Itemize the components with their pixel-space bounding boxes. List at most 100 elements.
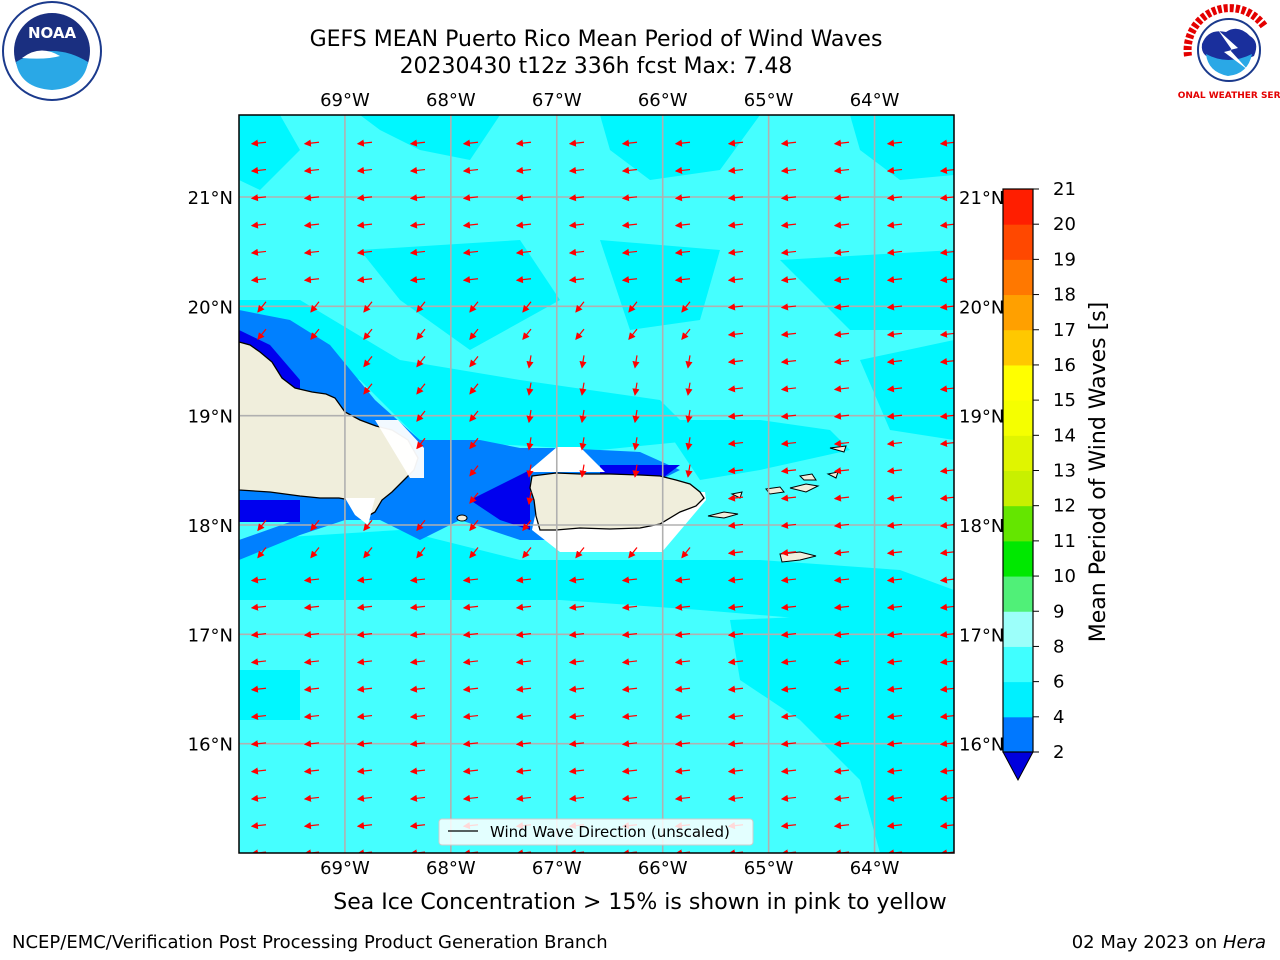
noaa-logo-icon: NOAA bbox=[2, 1, 102, 101]
lat-tick-label-left: 21°N bbox=[188, 188, 233, 209]
wave-direction-arrow bbox=[356, 712, 373, 720]
colorbar-swatch bbox=[1003, 646, 1033, 683]
wave-direction-arrow bbox=[522, 519, 532, 532]
colorbar-tick-label: 20 bbox=[1053, 214, 1076, 235]
wave-direction-arrow bbox=[681, 328, 691, 341]
wave-direction-arrow bbox=[409, 658, 426, 666]
wave-direction-arrow bbox=[462, 712, 479, 720]
lat-tick-label-right: 16°N bbox=[959, 735, 1004, 756]
wave-direction-arrow bbox=[939, 412, 954, 420]
wave-direction-arrow bbox=[621, 658, 638, 666]
wave-direction-arrow bbox=[363, 383, 373, 395]
sea-ice-note: Sea Ice Concentration > 15% is shown in … bbox=[333, 890, 947, 915]
wave-direction-arrow bbox=[469, 301, 479, 313]
wave-direction-arrow bbox=[515, 576, 532, 584]
wave-direction-arrow bbox=[780, 603, 797, 611]
wave-direction-arrow bbox=[780, 521, 797, 529]
puerto-rico-land bbox=[529, 472, 705, 531]
wave-direction-arrow bbox=[780, 276, 797, 284]
colorbar-swatch bbox=[1003, 294, 1033, 331]
lon-tick-label-top: 64°W bbox=[850, 90, 900, 111]
wave-direction-arrow bbox=[674, 194, 691, 202]
wave-direction-arrow bbox=[727, 549, 744, 557]
wave-direction-arrow bbox=[568, 630, 585, 639]
wave-direction-arrow bbox=[579, 437, 587, 451]
wave-direction-arrow bbox=[727, 248, 744, 256]
wave-direction-arrow bbox=[780, 248, 797, 256]
wave-direction-arrow bbox=[939, 658, 954, 666]
wave-direction-arrow bbox=[780, 630, 797, 639]
wave-direction-arrow bbox=[416, 410, 426, 422]
wave-direction-arrow bbox=[886, 740, 903, 748]
wave-direction-arrow bbox=[886, 521, 903, 529]
wave-direction-arrow bbox=[462, 630, 479, 639]
wave-direction-arrow bbox=[780, 822, 797, 830]
wave-direction-arrow bbox=[727, 303, 744, 311]
wave-direction-arrow bbox=[515, 276, 532, 284]
wave-direction-arrow bbox=[727, 494, 744, 502]
colorbar-label: Mean Period of Wind Waves [s] bbox=[1086, 302, 1111, 642]
wave-direction-arrow bbox=[939, 630, 954, 639]
lat-tick-label-right: 21°N bbox=[959, 188, 1004, 209]
wave-direction-arrow bbox=[939, 221, 954, 229]
wave-direction-arrow bbox=[939, 822, 954, 830]
wave-direction-arrow bbox=[526, 464, 534, 478]
wave-direction-arrow bbox=[469, 410, 479, 422]
wave-direction-arrow bbox=[727, 412, 744, 420]
wave-direction-arrow bbox=[621, 248, 638, 256]
wave-direction-arrow bbox=[515, 248, 532, 256]
wave-direction-arrow bbox=[833, 467, 850, 475]
wave-direction-arrow bbox=[257, 547, 267, 559]
wave-direction-arrow bbox=[409, 630, 426, 639]
wave-direction-arrow bbox=[356, 767, 373, 775]
wave-direction-arrow bbox=[685, 382, 693, 396]
wave-direction-arrow bbox=[886, 630, 903, 639]
wave-direction-arrow bbox=[780, 549, 797, 557]
wave-direction-arrow bbox=[469, 328, 479, 341]
wave-direction-arrow bbox=[886, 439, 903, 447]
wave-direction-arrow bbox=[409, 276, 426, 284]
colorbar-tick-label: 14 bbox=[1053, 425, 1076, 446]
wave-direction-arrow bbox=[575, 547, 585, 559]
colorbar-tick-label: 2 bbox=[1053, 742, 1064, 763]
wave-direction-arrow bbox=[780, 439, 797, 447]
wave-direction-arrow bbox=[833, 685, 850, 693]
wave-direction-arrow bbox=[515, 685, 532, 693]
wave-direction-arrow bbox=[462, 194, 479, 202]
colorbar-tick-label: 17 bbox=[1053, 320, 1076, 341]
wave-direction-arrow bbox=[833, 712, 850, 720]
no-data-patch bbox=[375, 420, 424, 478]
wave-direction-arrow bbox=[674, 576, 691, 584]
wave-direction-arrow bbox=[515, 166, 532, 174]
wave-direction-arrow bbox=[363, 328, 373, 341]
wave-direction-arrow bbox=[674, 794, 691, 802]
wave-direction-arrow bbox=[780, 576, 797, 584]
wave-direction-arrow bbox=[250, 139, 267, 147]
wave-direction-arrow bbox=[579, 355, 587, 369]
wave-direction-arrow bbox=[515, 767, 532, 775]
colorbar-tick-label: 12 bbox=[1053, 496, 1076, 517]
colorbar-tick-label: 8 bbox=[1053, 636, 1064, 657]
lon-tick-label-bottom: 66°W bbox=[638, 858, 688, 879]
wave-direction-arrow bbox=[886, 248, 903, 256]
wave-direction-arrow bbox=[886, 822, 903, 830]
wave-direction-arrow bbox=[356, 603, 373, 611]
wave-direction-arrow bbox=[886, 412, 903, 420]
wave-direction-arrow bbox=[416, 383, 426, 395]
wave-direction-arrow bbox=[727, 630, 744, 639]
wave-direction-arrow bbox=[568, 740, 585, 748]
date-text: 02 May 2023 on bbox=[1071, 932, 1223, 953]
lat-tick-label-right: 19°N bbox=[959, 407, 1004, 428]
wave-direction-arrow bbox=[833, 549, 850, 557]
wave-direction-arrow bbox=[833, 194, 850, 202]
wave-direction-arrow bbox=[303, 576, 320, 584]
wave-direction-arrow bbox=[780, 794, 797, 802]
colorbar-tick-label: 9 bbox=[1053, 601, 1064, 622]
colorbar-tick-label: 15 bbox=[1053, 390, 1076, 411]
lat-tick-label-right: 17°N bbox=[959, 625, 1004, 646]
wave-direction-arrow bbox=[939, 385, 954, 393]
wave-direction-arrow bbox=[632, 355, 640, 369]
wave-direction-arrow bbox=[727, 767, 744, 775]
wind-wave-arrows bbox=[250, 139, 954, 853]
wave-direction-arrow bbox=[886, 767, 903, 775]
